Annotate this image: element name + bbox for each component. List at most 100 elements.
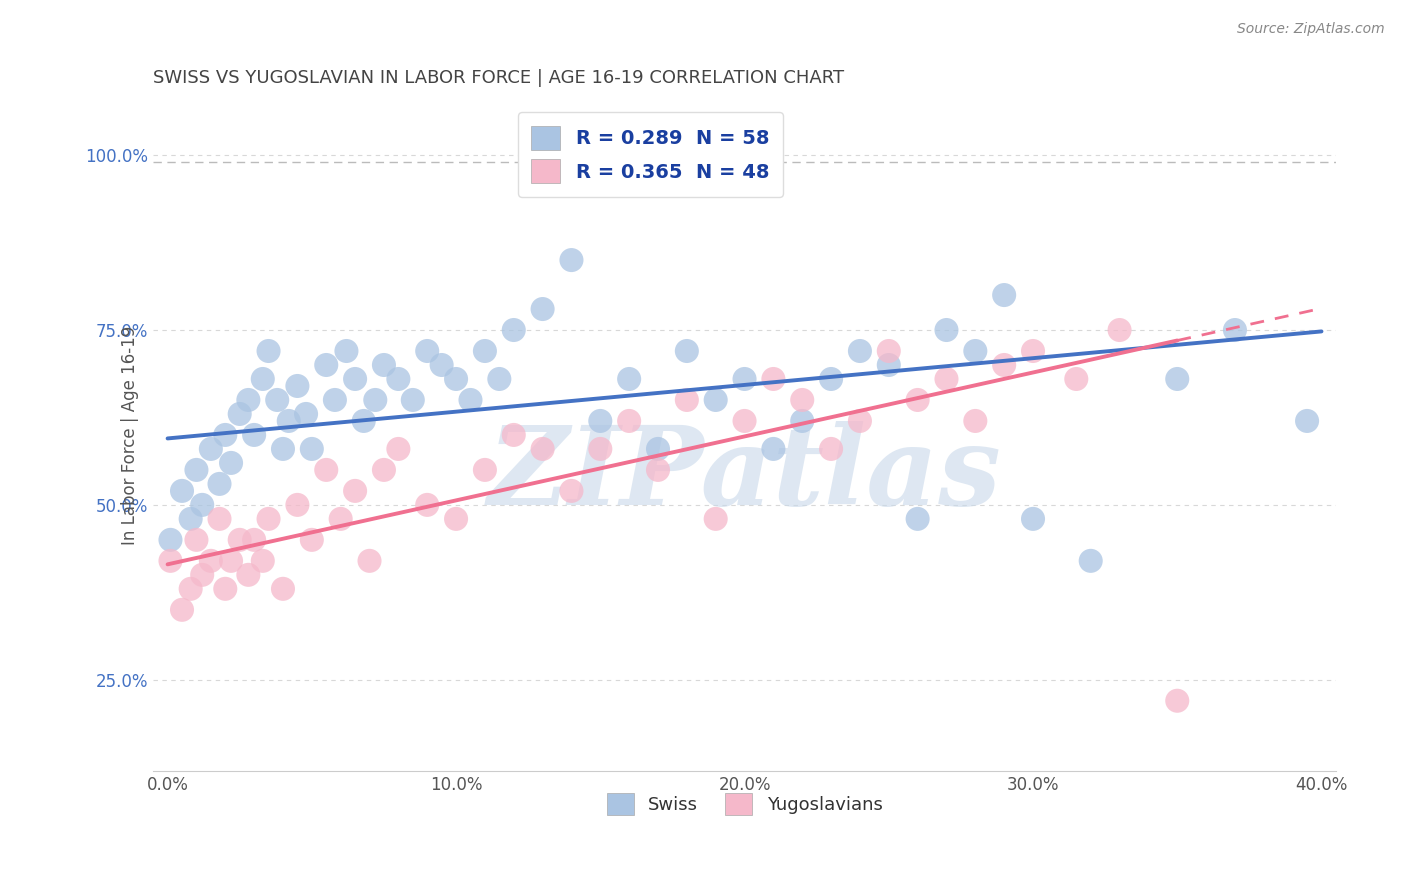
Point bbox=[560, 253, 582, 268]
Point bbox=[460, 392, 482, 407]
Point bbox=[935, 323, 957, 337]
Point bbox=[589, 414, 612, 428]
Point bbox=[965, 343, 987, 358]
Point bbox=[200, 554, 222, 568]
Point bbox=[676, 392, 699, 407]
Point bbox=[257, 343, 280, 358]
Point bbox=[266, 392, 288, 407]
Y-axis label: In Labor Force | Age 16-19: In Labor Force | Age 16-19 bbox=[121, 326, 139, 544]
Point bbox=[792, 392, 814, 407]
Point bbox=[159, 554, 181, 568]
Point bbox=[387, 442, 409, 456]
Point bbox=[792, 414, 814, 428]
Point bbox=[243, 428, 266, 442]
Point bbox=[849, 414, 872, 428]
Point bbox=[762, 442, 785, 456]
Point bbox=[238, 392, 260, 407]
Point bbox=[228, 533, 250, 547]
Text: SWISS VS YUGOSLAVIAN IN LABOR FORCE | AGE 16-19 CORRELATION CHART: SWISS VS YUGOSLAVIAN IN LABOR FORCE | AG… bbox=[153, 69, 844, 87]
Point bbox=[238, 567, 260, 582]
Point bbox=[186, 533, 208, 547]
Point bbox=[301, 533, 323, 547]
Point bbox=[186, 463, 208, 477]
Text: ZIPatlas: ZIPatlas bbox=[488, 422, 1001, 529]
Point bbox=[1022, 512, 1045, 526]
Point bbox=[1080, 554, 1102, 568]
Point bbox=[849, 343, 872, 358]
Point bbox=[180, 512, 202, 526]
Point bbox=[907, 512, 929, 526]
Point bbox=[252, 372, 274, 386]
Point bbox=[287, 498, 309, 512]
Point bbox=[820, 372, 842, 386]
Point bbox=[402, 392, 425, 407]
Point bbox=[647, 463, 669, 477]
Point bbox=[617, 414, 640, 428]
Point bbox=[531, 442, 554, 456]
Point bbox=[344, 483, 367, 498]
Point bbox=[344, 372, 367, 386]
Point bbox=[488, 372, 510, 386]
Point bbox=[444, 372, 467, 386]
Point bbox=[502, 428, 524, 442]
Point bbox=[323, 392, 346, 407]
Point bbox=[271, 442, 294, 456]
Point bbox=[315, 358, 337, 372]
Point bbox=[1166, 372, 1188, 386]
Point bbox=[214, 582, 236, 596]
Point bbox=[647, 442, 669, 456]
Point bbox=[993, 358, 1015, 372]
Point bbox=[907, 392, 929, 407]
Point bbox=[1223, 323, 1246, 337]
Point bbox=[373, 463, 395, 477]
Point bbox=[502, 323, 524, 337]
Point bbox=[704, 512, 727, 526]
Point bbox=[762, 372, 785, 386]
Point bbox=[935, 372, 957, 386]
Point bbox=[191, 498, 214, 512]
Point bbox=[820, 442, 842, 456]
Point bbox=[1108, 323, 1130, 337]
Point bbox=[589, 442, 612, 456]
Point bbox=[877, 358, 900, 372]
Point bbox=[734, 414, 756, 428]
Point bbox=[329, 512, 352, 526]
Point bbox=[430, 358, 453, 372]
Text: Source: ZipAtlas.com: Source: ZipAtlas.com bbox=[1237, 22, 1385, 37]
Point bbox=[315, 463, 337, 477]
Point bbox=[734, 372, 756, 386]
Point bbox=[191, 567, 214, 582]
Point bbox=[301, 442, 323, 456]
Point bbox=[387, 372, 409, 386]
Point bbox=[965, 414, 987, 428]
Point bbox=[359, 554, 381, 568]
Point bbox=[444, 512, 467, 526]
Point bbox=[373, 358, 395, 372]
Point bbox=[159, 533, 181, 547]
Point bbox=[219, 554, 242, 568]
Point bbox=[277, 414, 299, 428]
Point bbox=[335, 343, 357, 358]
Point bbox=[180, 582, 202, 596]
Point bbox=[295, 407, 318, 421]
Point bbox=[676, 343, 699, 358]
Point bbox=[704, 392, 727, 407]
Point bbox=[271, 582, 294, 596]
Legend: Swiss, Yugoslavians: Swiss, Yugoslavians bbox=[599, 786, 890, 822]
Point bbox=[416, 498, 439, 512]
Point bbox=[1296, 414, 1319, 428]
Point bbox=[1064, 372, 1087, 386]
Point bbox=[993, 288, 1015, 302]
Point bbox=[531, 301, 554, 316]
Point bbox=[353, 414, 375, 428]
Point bbox=[243, 533, 266, 547]
Point bbox=[560, 483, 582, 498]
Point bbox=[208, 476, 231, 491]
Point bbox=[416, 343, 439, 358]
Point bbox=[474, 343, 496, 358]
Point bbox=[1022, 343, 1045, 358]
Point bbox=[474, 463, 496, 477]
Point bbox=[200, 442, 222, 456]
Point bbox=[877, 343, 900, 358]
Point bbox=[257, 512, 280, 526]
